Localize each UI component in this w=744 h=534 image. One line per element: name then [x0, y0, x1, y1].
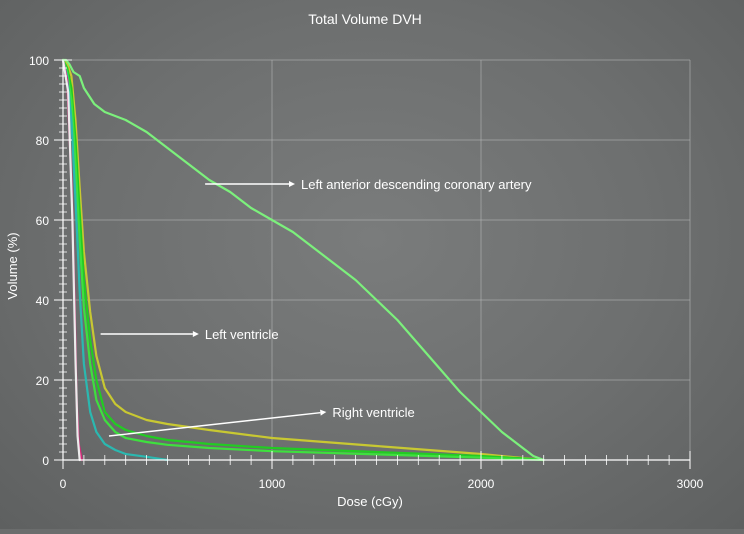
- annotation-label-2: Left ventricle: [205, 327, 279, 342]
- annotation-arrow-line-3: [108, 411, 321, 437]
- chart-title: Total Volume DVH: [308, 11, 422, 27]
- x-tick-label: 3000: [677, 477, 704, 491]
- series-line-4: [61, 58, 169, 462]
- annotation-label-3: Right ventricle: [332, 405, 414, 420]
- y-tick-label: 100: [29, 54, 49, 68]
- annotation-arrow-head-2: [192, 331, 199, 337]
- x-tick-label: 1000: [259, 477, 286, 491]
- grid-layer: [63, 59, 691, 460]
- y-tick-label: 40: [36, 294, 50, 308]
- annotation-arrow-head-3: [320, 409, 327, 416]
- y-tick-label: 20: [36, 374, 50, 388]
- annotation-arrow-head-1: [288, 181, 295, 187]
- x-tick-label: 0: [60, 477, 67, 491]
- x-axis-label: Dose (cGy): [337, 494, 403, 509]
- annotation-layer: Left anterior descending coronary artery…: [100, 177, 532, 437]
- series-layer: [61, 58, 545, 462]
- series-line-7: [61, 58, 545, 462]
- series-line-6: [61, 58, 81, 462]
- series-line-3: [61, 58, 545, 462]
- y-tick-label: 80: [36, 134, 50, 148]
- y-tick-label: 60: [36, 214, 50, 228]
- series-line-2: [61, 58, 545, 462]
- series-line-1: [61, 58, 545, 462]
- y-axis-label: Volume (%): [5, 232, 20, 299]
- x-tick-label: 2000: [468, 477, 495, 491]
- y-tick-label: 0: [42, 454, 49, 468]
- annotation-label-1: Left anterior descending coronary artery: [301, 177, 532, 192]
